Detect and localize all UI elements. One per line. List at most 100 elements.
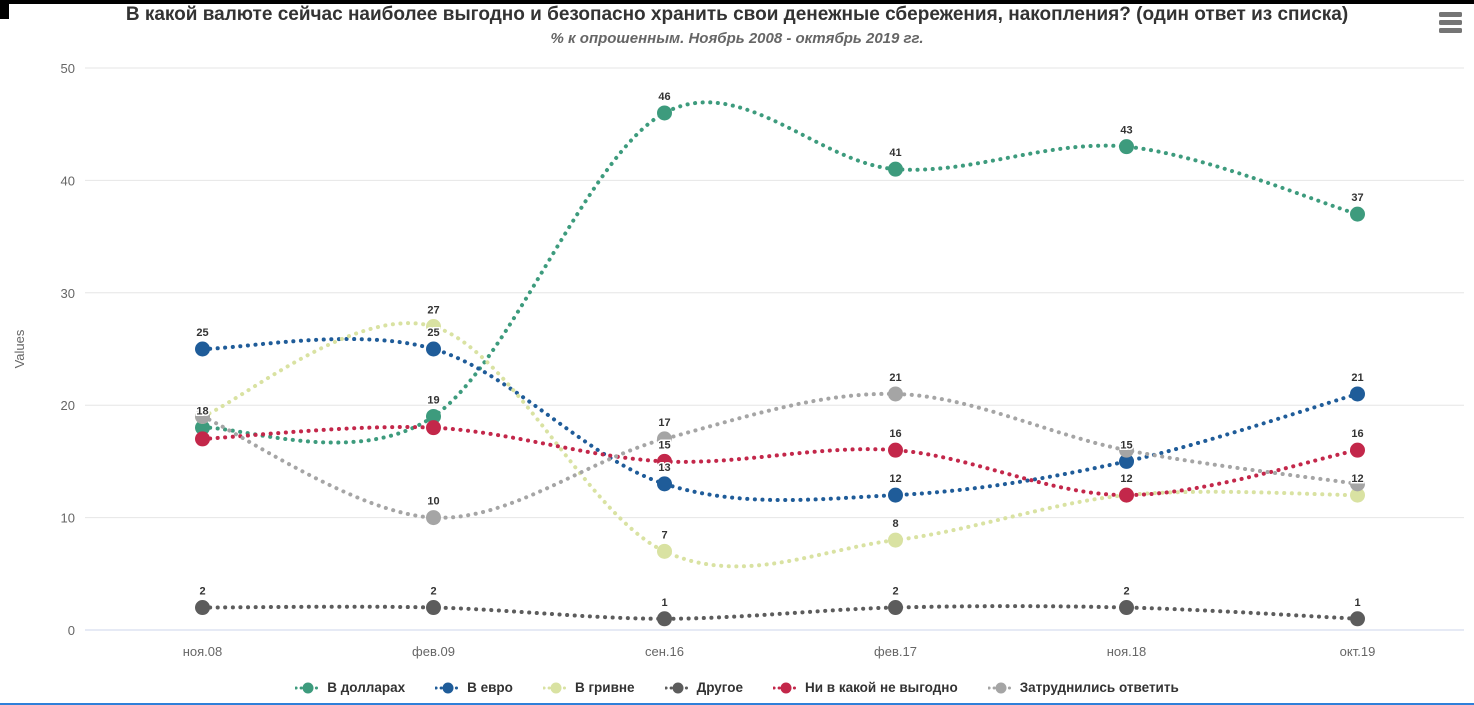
legend-label: В гривне [574,680,635,695]
legend-label: В долларах [327,680,406,695]
data-point[interactable] [1119,453,1134,469]
data-label: 21 [1351,372,1363,384]
data-point[interactable] [426,600,441,616]
data-label: 12 [1120,473,1132,485]
data-point[interactable] [657,431,672,447]
series-line-1 [200,337,1360,503]
data-point[interactable] [1350,206,1365,222]
data-label: 2 [1123,586,1129,598]
data-label: 21 [889,372,901,384]
data-point[interactable] [1350,611,1365,627]
data-point[interactable] [888,487,903,503]
x-tick-label: окт.19 [1340,644,1376,659]
series-line-2 [200,321,1360,569]
data-label: 12 [1351,473,1363,485]
data-label: 7 [661,529,667,541]
legend-item-4[interactable]: Ни в какой не выгодно [772,680,958,695]
y-tick-label: 20 [61,398,75,413]
y-tick-label: 30 [61,286,75,301]
legend-series-marker-icon [542,682,569,693]
data-label: 12 [889,473,901,485]
y-tick-label: 40 [61,173,75,188]
data-point[interactable] [657,476,672,492]
legend: В долларах В евро В гривне Другое Ни в какой… [0,680,1474,695]
data-label: 25 [196,327,208,339]
legend-item-0[interactable]: В долларах [295,680,405,695]
legend-item-5[interactable]: Затруднились ответить [987,680,1179,695]
data-label: 25 [427,327,439,339]
data-label: 2 [199,586,205,598]
data-point[interactable] [426,341,441,357]
data-label: 13 [658,462,670,474]
data-point[interactable] [195,408,210,424]
data-point[interactable] [1350,476,1365,492]
data-point[interactable] [888,600,903,616]
legend-item-1[interactable]: В евро [435,680,513,695]
data-label: 18 [196,406,208,418]
legend-series-marker-icon [435,682,462,693]
legend-label: Ни в какой не выгодно [804,680,958,695]
data-point[interactable] [1350,442,1365,458]
legend-item-3[interactable]: Другое [664,680,743,695]
legend-series-marker-icon [987,682,1014,693]
data-point[interactable] [1119,487,1134,503]
series-line-0 [200,100,1360,445]
data-label: 37 [1351,192,1363,204]
series-line-5 [200,391,1360,520]
data-point[interactable] [1350,386,1365,402]
data-label: 27 [427,305,439,317]
data-point[interactable] [888,161,903,177]
data-point[interactable] [1119,139,1134,155]
data-label: 46 [658,91,670,103]
legend-label: Затруднились ответить [1019,680,1179,695]
data-label: 16 [1351,428,1363,440]
data-label: 2 [430,586,436,598]
data-point[interactable] [426,319,441,335]
y-tick-label: 10 [61,511,75,526]
window-top-border [0,0,1474,4]
data-point[interactable] [195,431,210,447]
data-label: 17 [658,417,670,429]
y-tick-label: 0 [68,623,75,638]
data-label: 15 [658,439,670,451]
data-point[interactable] [888,386,903,402]
x-tick-label: фев.09 [412,644,455,659]
data-label: 1 [661,597,667,609]
data-label: 16 [889,428,901,440]
data-label: 10 [427,496,439,508]
data-label: 41 [889,147,901,159]
window-corner-border [0,0,9,19]
data-point[interactable] [657,611,672,627]
data-label: 2 [892,586,898,598]
data-point[interactable] [657,105,672,121]
data-point[interactable] [195,420,210,436]
data-point[interactable] [426,408,441,424]
data-point[interactable] [888,442,903,458]
legend-label: Другое [696,680,743,695]
y-axis-title: Values [12,329,27,368]
data-label: 43 [1120,125,1132,137]
data-point[interactable] [657,453,672,469]
legend-item-2[interactable]: В гривне [542,680,635,695]
data-label: 19 [427,394,439,406]
y-tick-label: 50 [61,61,75,76]
x-tick-label: фев.17 [874,644,917,659]
legend-series-marker-icon [772,682,799,693]
data-point[interactable] [1119,600,1134,616]
data-point[interactable] [888,532,903,548]
window-bottom-border [0,703,1474,705]
hamburger-menu-icon[interactable] [1434,9,1462,35]
data-point[interactable] [426,510,441,526]
series-line-3 [200,604,1360,621]
x-tick-label: ноя.18 [1107,644,1147,659]
data-point[interactable] [1119,442,1134,458]
data-point[interactable] [426,420,441,436]
data-label: 8 [892,518,898,530]
x-tick-label: сен.16 [645,644,684,659]
data-point[interactable] [1350,487,1365,503]
data-point[interactable] [195,341,210,357]
data-point[interactable] [657,543,672,559]
data-point[interactable] [195,600,210,616]
legend-series-marker-icon [664,682,691,693]
